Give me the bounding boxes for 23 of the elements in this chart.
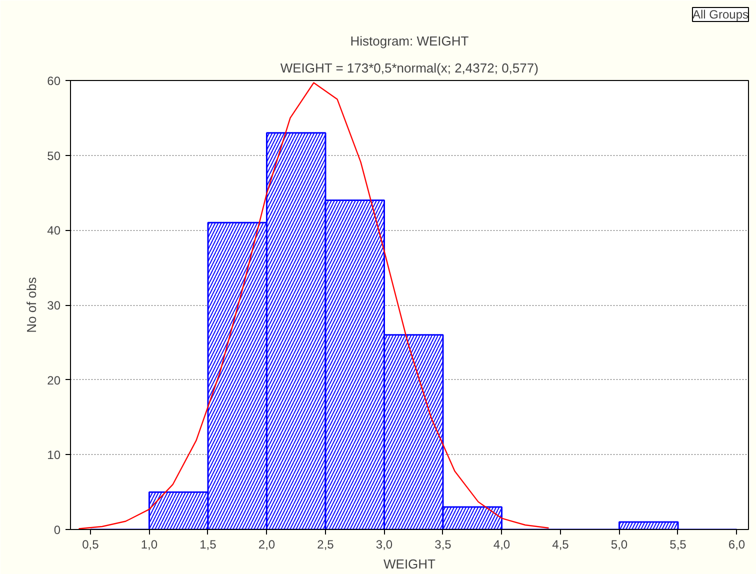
x-tick-label: 1,0: [140, 538, 158, 552]
chart-title: Histogram: WEIGHT: [350, 34, 469, 48]
x-tick-label: 6,0: [728, 538, 746, 552]
x-tick-label: 2,5: [317, 538, 334, 552]
x-tick-label: 0,5: [82, 538, 100, 552]
x-axis-title: WEIGHT: [384, 556, 436, 572]
x-tick-label: 5,0: [610, 538, 628, 552]
x-tick-label: 4,5: [552, 538, 570, 552]
y-tick-label: 10: [47, 448, 61, 462]
y-tick-label: 20: [47, 373, 61, 388]
chart-subtitle: WEIGHT = 173*0,5*normal(x; 2,4372; 0,577): [280, 60, 538, 76]
x-tick-label: 2,0: [258, 538, 276, 552]
y-tick-label: 30: [47, 298, 61, 312]
y-tick-label: 0: [54, 523, 61, 537]
y-tick-label: 40: [47, 224, 61, 238]
x-tick-label: 4,0: [493, 538, 510, 552]
x-tick-label: 1,5: [200, 538, 217, 552]
y-tick-label: 50: [47, 148, 61, 163]
y-axis-title: No of obs: [24, 276, 40, 333]
x-tick-label: 3,0: [376, 538, 393, 552]
y-tick-label: 60: [47, 74, 61, 88]
x-tick-label: 3,5: [434, 538, 452, 552]
x-tick-label: 5,5: [670, 538, 687, 552]
